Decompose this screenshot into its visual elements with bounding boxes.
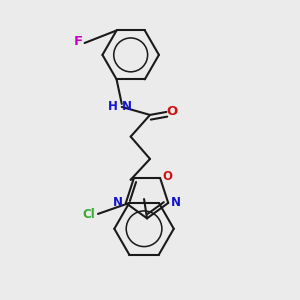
Text: F: F: [74, 35, 83, 48]
Text: O: O: [163, 170, 172, 183]
Text: O: O: [167, 106, 178, 118]
Text: N: N: [171, 196, 181, 209]
Text: H: H: [107, 100, 117, 113]
Text: N: N: [122, 100, 132, 113]
Text: N: N: [113, 196, 123, 209]
Text: Cl: Cl: [83, 208, 95, 221]
